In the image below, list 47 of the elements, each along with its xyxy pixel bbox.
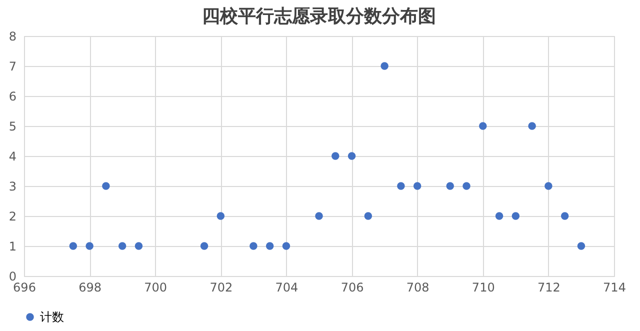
x-tick-label: 696 [13, 280, 36, 294]
point [528, 122, 536, 130]
point [380, 62, 388, 70]
point [446, 182, 454, 190]
point [266, 242, 274, 250]
chart-title: 四校平行志愿录取分数分布图 [202, 6, 436, 26]
y-tick-label: 2 [8, 210, 16, 224]
x-tick-label: 698 [78, 280, 102, 294]
y-tick-label: 4 [8, 150, 16, 164]
x-tick-label: 700 [144, 280, 168, 294]
point [462, 182, 470, 190]
x-tick-label: 706 [340, 280, 364, 294]
x-tick-label: 702 [210, 280, 233, 294]
point [397, 182, 405, 190]
x-tick-label: 704 [275, 280, 298, 294]
point [118, 242, 126, 250]
x-tick-label: 712 [537, 280, 560, 294]
point [102, 182, 110, 190]
point [577, 242, 586, 250]
y-tick-label: 6 [8, 90, 16, 104]
x-tick-label: 710 [472, 280, 495, 294]
y-tick-label: 7 [8, 60, 16, 74]
point [134, 242, 143, 250]
point [560, 212, 569, 220]
point [512, 212, 520, 220]
point [86, 242, 94, 250]
point [69, 242, 78, 250]
point [348, 152, 356, 160]
y-tick-label: 5 [8, 120, 16, 134]
point [544, 182, 552, 190]
point [315, 212, 323, 220]
point [495, 212, 504, 220]
y-tick-label: 1 [8, 240, 16, 254]
x-tick-label: 708 [406, 280, 430, 294]
point [200, 242, 208, 250]
point [250, 242, 258, 250]
point [479, 122, 487, 130]
point [364, 212, 372, 220]
y-tick-label: 8 [8, 30, 16, 44]
y-tick-label: 3 [8, 180, 16, 194]
legend-label: 计数 [40, 310, 64, 324]
point [282, 242, 290, 250]
y-tick-label: 0 [8, 270, 16, 284]
point [413, 182, 422, 190]
point [332, 152, 340, 160]
point [216, 212, 225, 220]
x-tick-label: 714 [603, 280, 626, 294]
